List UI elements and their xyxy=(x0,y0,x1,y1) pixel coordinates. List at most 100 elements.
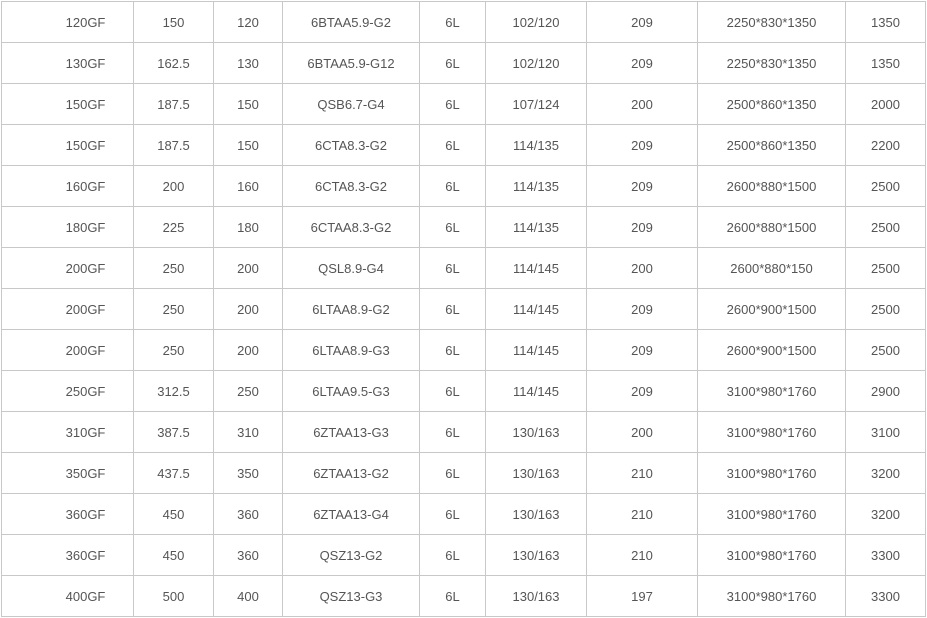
cell-weight: 3300 xyxy=(845,575,926,617)
cell-engine-model: 6LTAA8.9-G2 xyxy=(282,288,420,330)
table-row: 180GF 225 180 6CTAA8.3-G2 6L 114/135 209 2600*8… xyxy=(1,206,926,248)
cell-standby-power: 180 xyxy=(213,206,283,248)
cell-fuel-consumption: 200 xyxy=(586,247,698,289)
cell-cylinders: 6L xyxy=(419,1,486,43)
cell-model: 250GF xyxy=(1,370,134,412)
cell-standby-power: 350 xyxy=(213,452,283,494)
table-row: 200GF 250 200 6LTAA8.9-G3 6L 114/145 209 2600*9… xyxy=(1,329,926,371)
cell-fuel-consumption: 200 xyxy=(586,411,698,453)
cell-standby-power: 130 xyxy=(213,42,283,84)
cell-standby-power: 200 xyxy=(213,329,283,371)
cell-weight: 2200 xyxy=(845,124,926,166)
cell-model: 150GF xyxy=(1,124,134,166)
cell-bore-stroke: 114/135 xyxy=(485,206,587,248)
cell-cylinders: 6L xyxy=(419,370,486,412)
cell-weight: 3100 xyxy=(845,411,926,453)
cell-fuel-consumption: 200 xyxy=(586,83,698,125)
cell-dimensions: 2600*880*150 xyxy=(697,247,846,289)
cell-fuel-consumption: 210 xyxy=(586,493,698,535)
cell-fuel-consumption: 209 xyxy=(586,42,698,84)
cell-bore-stroke: 114/145 xyxy=(485,288,587,330)
cell-bore-stroke: 114/145 xyxy=(485,247,587,289)
cell-weight: 1350 xyxy=(845,1,926,43)
cell-standby-power: 150 xyxy=(213,83,283,125)
cell-standby-power: 360 xyxy=(213,534,283,576)
cell-engine-model: 6LTAA9.5-G3 xyxy=(282,370,420,412)
table-row: 360GF 450 360 QSZ13-G2 6L 130/163 210 3100*980*… xyxy=(1,534,926,576)
cell-fuel-consumption: 197 xyxy=(586,575,698,617)
cell-engine-model: 6ZTAA13-G2 xyxy=(282,452,420,494)
cell-model: 130GF xyxy=(1,42,134,84)
cell-cylinders: 6L xyxy=(419,83,486,125)
cell-dimensions: 3100*980*1760 xyxy=(697,411,846,453)
cell-dimensions: 2600*900*1500 xyxy=(697,288,846,330)
cell-standby-power: 360 xyxy=(213,493,283,535)
cell-model: 400GF xyxy=(1,575,134,617)
cell-prime-power: 387.5 xyxy=(133,411,214,453)
cell-cylinders: 6L xyxy=(419,493,486,535)
table-row: 360GF 450 360 6ZTAA13-G4 6L 130/163 210 3100*98… xyxy=(1,493,926,535)
cell-engine-model: 6BTAA5.9-G12 xyxy=(282,42,420,84)
cell-prime-power: 450 xyxy=(133,534,214,576)
table-row: 120GF 150 120 6BTAA5.9-G2 6L 102/120 209 2250*8… xyxy=(1,1,926,43)
cell-engine-model: 6LTAA8.9-G3 xyxy=(282,329,420,371)
cell-dimensions: 2250*830*1350 xyxy=(697,1,846,43)
cell-engine-model: 6ZTAA13-G4 xyxy=(282,493,420,535)
cell-cylinders: 6L xyxy=(419,411,486,453)
cell-dimensions: 3100*980*1760 xyxy=(697,370,846,412)
cell-engine-model: 6BTAA5.9-G2 xyxy=(282,1,420,43)
cell-prime-power: 150 xyxy=(133,1,214,43)
cell-fuel-consumption: 210 xyxy=(586,452,698,494)
cell-prime-power: 250 xyxy=(133,288,214,330)
cell-weight: 1350 xyxy=(845,42,926,84)
cell-prime-power: 437.5 xyxy=(133,452,214,494)
cell-cylinders: 6L xyxy=(419,329,486,371)
cell-bore-stroke: 102/120 xyxy=(485,1,587,43)
cell-model: 200GF xyxy=(1,329,134,371)
table-row: 150GF 187.5 150 QSB6.7-G4 6L 107/124 200 2500*8… xyxy=(1,83,926,125)
cell-model: 350GF xyxy=(1,452,134,494)
cell-model: 360GF xyxy=(1,534,134,576)
cell-engine-model: 6CTAA8.3-G2 xyxy=(282,206,420,248)
cell-prime-power: 200 xyxy=(133,165,214,207)
cell-model: 120GF xyxy=(1,1,134,43)
cell-prime-power: 225 xyxy=(133,206,214,248)
cell-cylinders: 6L xyxy=(419,288,486,330)
table-row: 160GF 200 160 6CTA8.3-G2 6L 114/135 209 2600*88… xyxy=(1,165,926,207)
table-row: 310GF 387.5 310 6ZTAA13-G3 6L 130/163 200 3100*… xyxy=(1,411,926,453)
cell-fuel-consumption: 209 xyxy=(586,206,698,248)
table-row: 400GF 500 400 QSZ13-G3 6L 130/163 197 3100*980*… xyxy=(1,575,926,617)
cell-engine-model: 6ZTAA13-G3 xyxy=(282,411,420,453)
cell-cylinders: 6L xyxy=(419,165,486,207)
cell-prime-power: 450 xyxy=(133,493,214,535)
cell-prime-power: 250 xyxy=(133,329,214,371)
cell-dimensions: 3100*980*1760 xyxy=(697,534,846,576)
cell-weight: 2500 xyxy=(845,206,926,248)
cell-standby-power: 160 xyxy=(213,165,283,207)
cell-prime-power: 500 xyxy=(133,575,214,617)
cell-dimensions: 2500*860*1350 xyxy=(697,124,846,166)
cell-dimensions: 2500*860*1350 xyxy=(697,83,846,125)
cell-fuel-consumption: 209 xyxy=(586,165,698,207)
cell-dimensions: 3100*980*1760 xyxy=(697,493,846,535)
cell-engine-model: 6CTA8.3-G2 xyxy=(282,165,420,207)
cell-model: 180GF xyxy=(1,206,134,248)
cell-bore-stroke: 130/163 xyxy=(485,575,587,617)
cell-engine-model: QSL8.9-G4 xyxy=(282,247,420,289)
table-row: 200GF 250 200 6LTAA8.9-G2 6L 114/145 209 2600*9… xyxy=(1,288,926,330)
cell-standby-power: 310 xyxy=(213,411,283,453)
cell-engine-model: 6CTA8.3-G2 xyxy=(282,124,420,166)
cell-cylinders: 6L xyxy=(419,247,486,289)
cell-standby-power: 400 xyxy=(213,575,283,617)
cell-fuel-consumption: 209 xyxy=(586,329,698,371)
cell-dimensions: 3100*980*1760 xyxy=(697,575,846,617)
table-row: 200GF 250 200 QSL8.9-G4 6L 114/145 200 2600*880… xyxy=(1,247,926,289)
cell-bore-stroke: 114/135 xyxy=(485,165,587,207)
cell-weight: 3200 xyxy=(845,493,926,535)
cell-cylinders: 6L xyxy=(419,206,486,248)
cell-engine-model: QSZ13-G3 xyxy=(282,575,420,617)
cell-cylinders: 6L xyxy=(419,452,486,494)
cell-weight: 2500 xyxy=(845,165,926,207)
